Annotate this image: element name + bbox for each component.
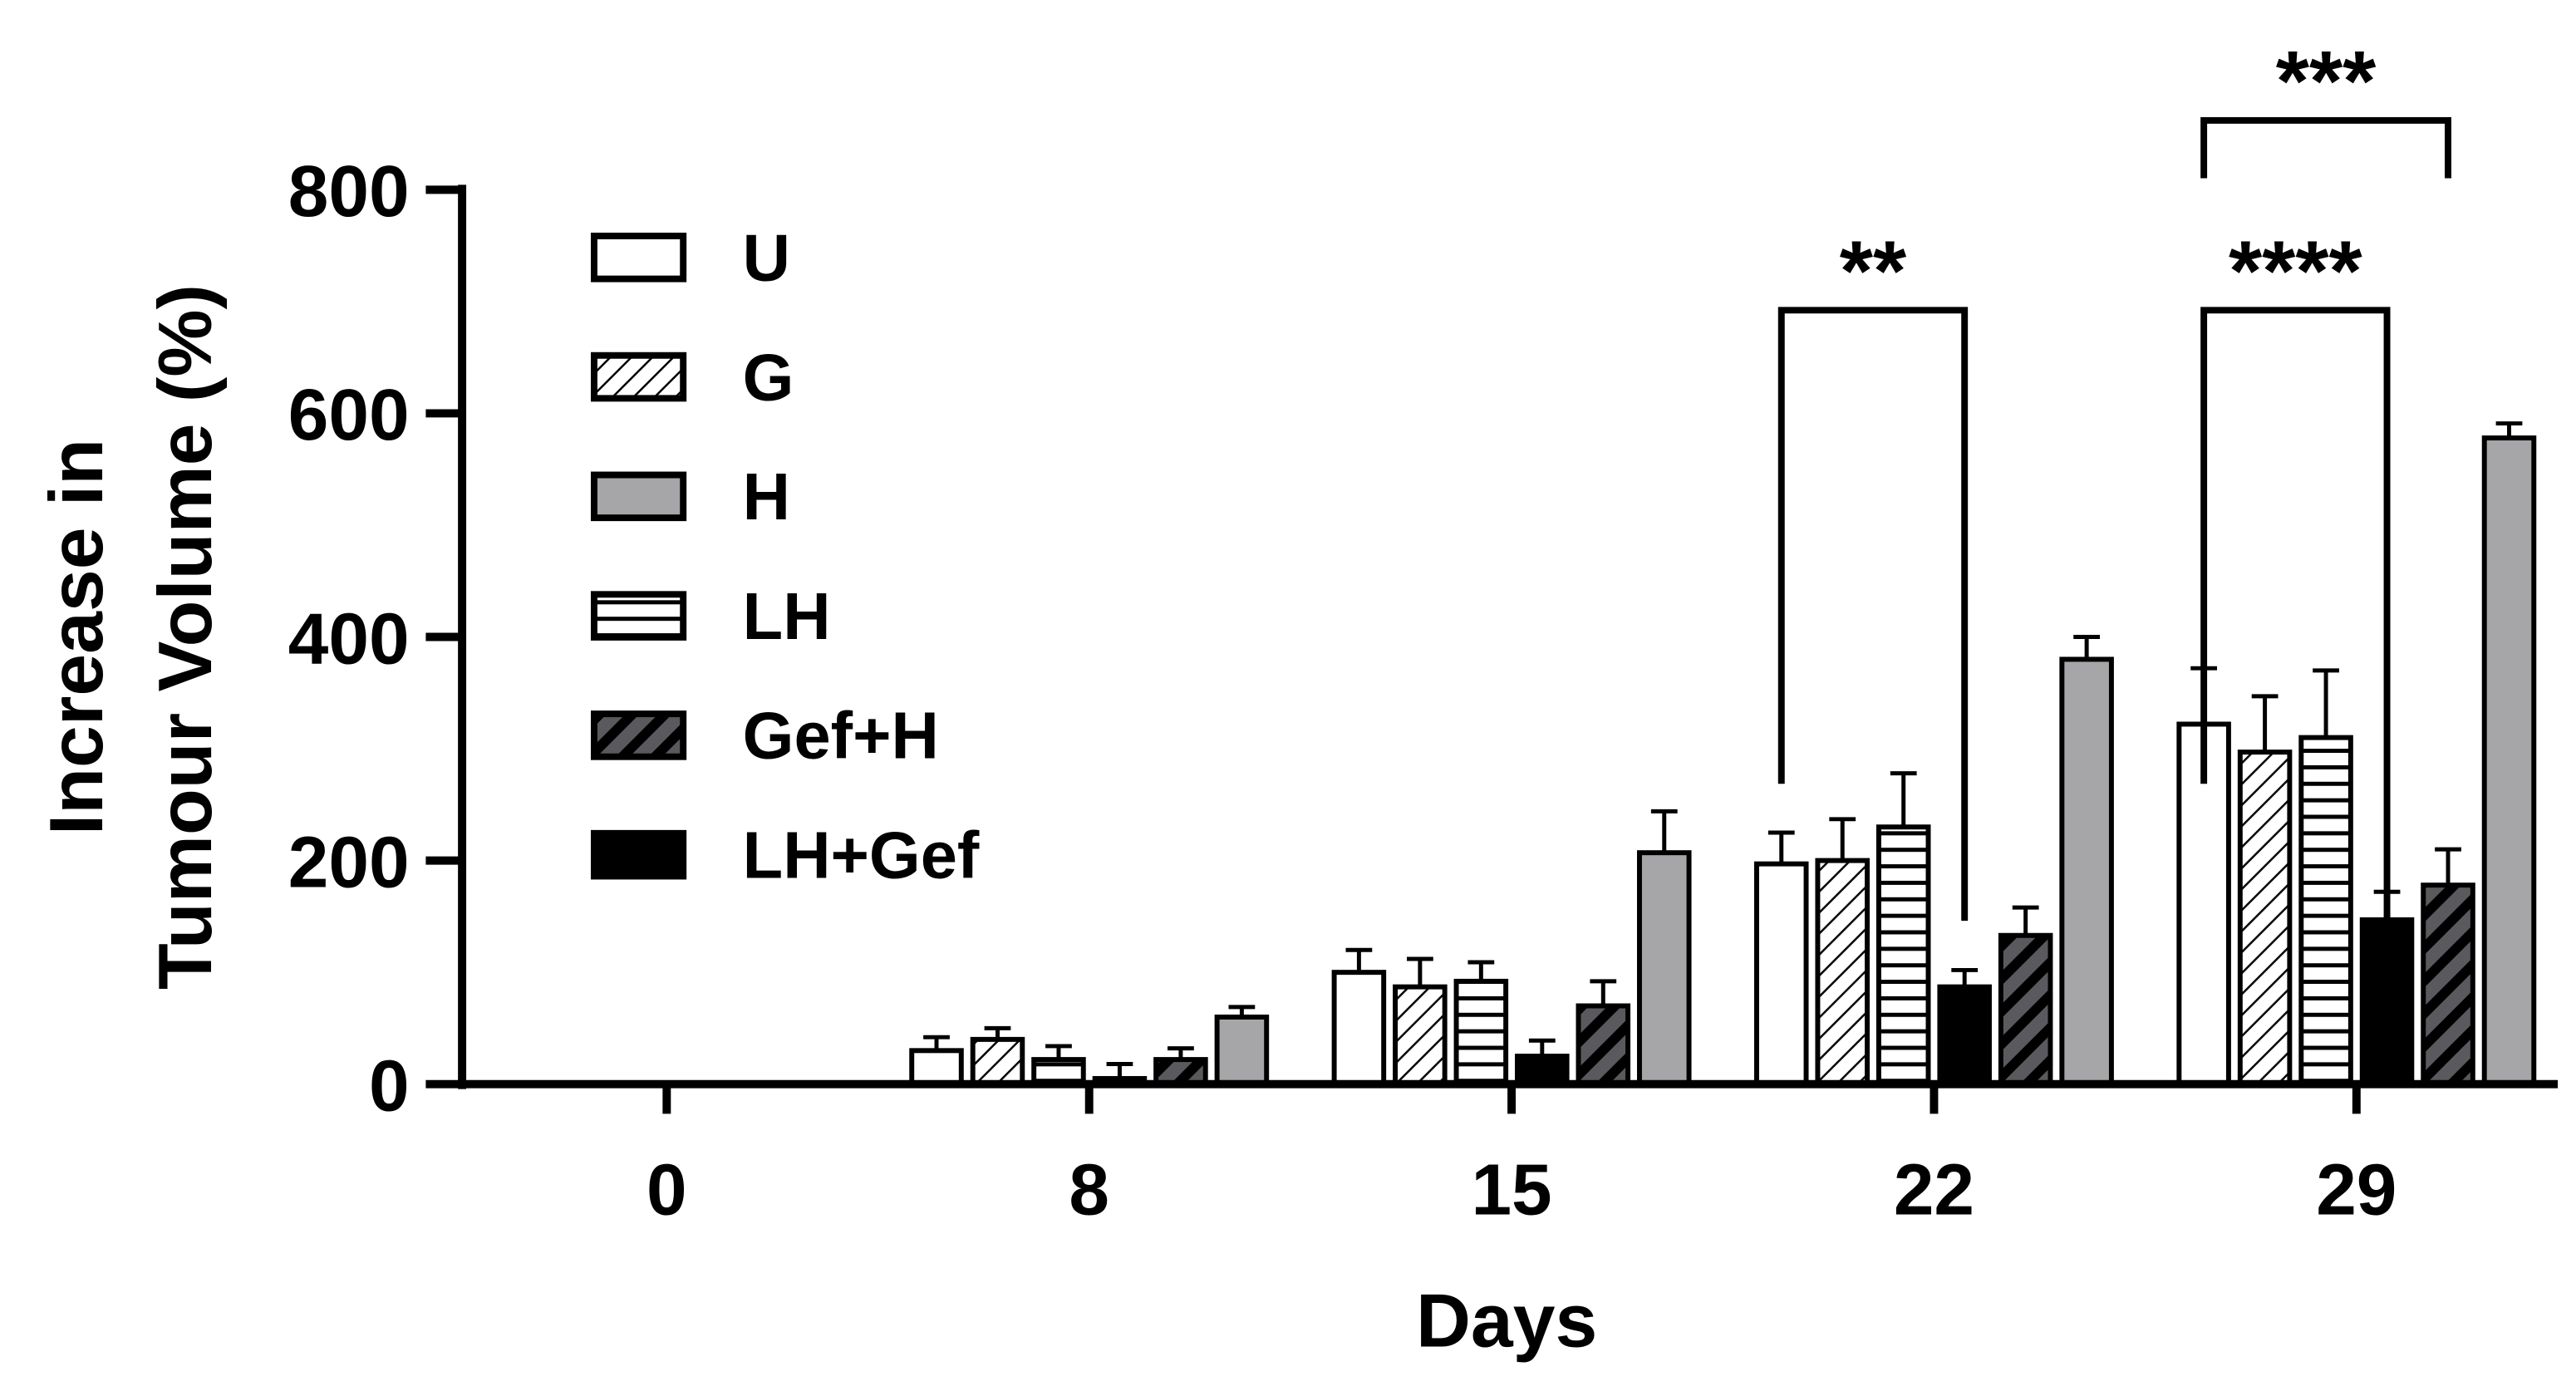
significance-bracket [2200, 307, 2391, 922]
bar [2237, 750, 2293, 1087]
legend-label: G [743, 340, 794, 414]
x-tick-label: 15 [1471, 1149, 1551, 1231]
y-tick-label: 800 [288, 150, 410, 232]
y-tick-label: 0 [369, 1045, 410, 1126]
y-tick-label: 200 [288, 821, 410, 902]
legend-swatch [590, 829, 687, 880]
legend-label: H [743, 460, 790, 533]
bar [1937, 984, 1992, 1087]
bar [1753, 861, 1809, 1087]
legend-swatch [590, 710, 687, 760]
bar [2421, 882, 2475, 1087]
legend-swatch [590, 471, 687, 522]
legend-label: LH+Gef [743, 818, 980, 892]
bar [2059, 656, 2114, 1087]
bar [1331, 970, 1387, 1087]
bar [909, 1048, 964, 1087]
bar [2359, 917, 2415, 1087]
bar [2298, 735, 2353, 1087]
legend-label: LH [743, 579, 831, 653]
legend-label: Gef+H [743, 699, 939, 773]
x-tick-label: 8 [1069, 1149, 1109, 1231]
significance-label: **** [2229, 223, 2363, 318]
bar [1453, 978, 1509, 1087]
significance-label: *** [2276, 33, 2377, 129]
bar [1815, 858, 1870, 1087]
bar [1393, 984, 1448, 1087]
x-tick-label: 0 [646, 1149, 687, 1231]
legend-swatch [590, 351, 687, 402]
x-tick-label: 29 [2316, 1149, 2397, 1231]
bar [1875, 824, 1931, 1087]
bar [1576, 1003, 1631, 1087]
bar [1998, 932, 2053, 1087]
significance-bracket [1777, 307, 1969, 922]
significance-bracket [2200, 116, 2451, 179]
bar [2481, 435, 2537, 1087]
bar [970, 1036, 1025, 1087]
legend-label: U [743, 221, 790, 295]
bar [2176, 721, 2231, 1087]
y-tick-label: 600 [288, 374, 410, 455]
y-axis-title: Tumour Volume (%) [143, 284, 228, 990]
bar [1214, 1014, 1270, 1087]
x-axis-title: Days [1416, 1278, 1597, 1363]
bar [1515, 1054, 1570, 1087]
significance-label: ** [1840, 223, 1907, 318]
y-tick-label: 400 [288, 597, 410, 679]
y-axis-title: Increase in [34, 439, 119, 835]
bar [1637, 850, 1692, 1087]
legend-swatch [590, 591, 687, 641]
x-tick-label: 22 [1894, 1149, 1974, 1231]
legend-swatch [590, 233, 687, 283]
